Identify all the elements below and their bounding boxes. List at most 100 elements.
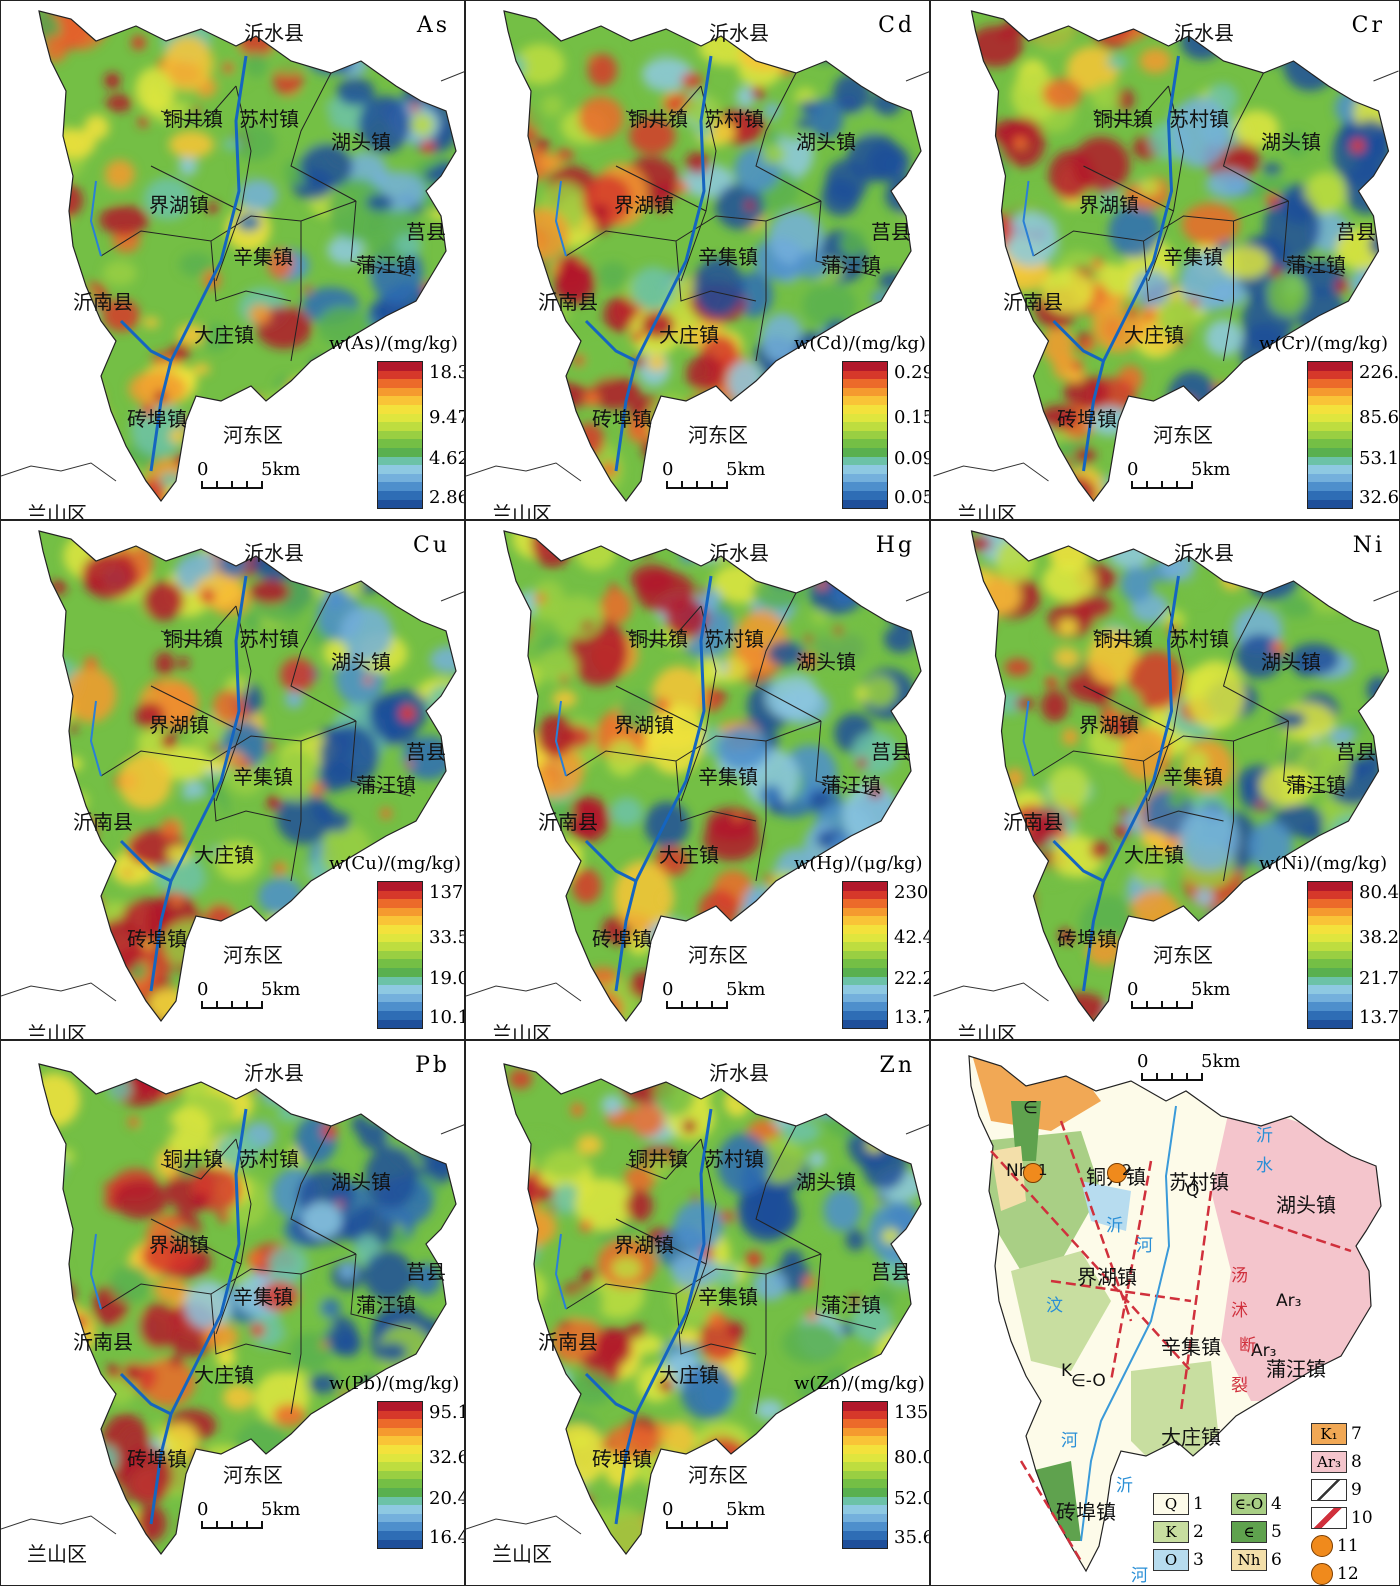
map-panel-as: 沂水县 铜井镇 苏村镇 湖头镇 界湖镇 莒县 辛集镇 蒲汪镇 沂南县 大庄镇 砖埠镇 河东区 兰山区 As… <box>0 0 465 520</box>
concentration-map <box>1 1063 464 1555</box>
place-label-puwang: 蒲汪镇 <box>821 773 881 797</box>
legend-value: 2.86 <box>429 487 464 508</box>
geology-legend-item: Nh 6 <box>1231 1549 1282 1571</box>
legend-swatch <box>1308 439 1352 448</box>
legend-unit: w(Cr)/(mg/kg) <box>1259 333 1389 354</box>
legend-swatch <box>843 1479 887 1488</box>
legend-swatch <box>378 1487 422 1497</box>
legend-value: 32.62 <box>1359 487 1400 508</box>
legend-swatch <box>1308 490 1352 500</box>
legend-swatch <box>1308 447 1352 457</box>
scale-length: 5km <box>1201 1051 1241 1072</box>
place-label-lanshan: 兰山区 <box>27 502 87 520</box>
scale-length: 5km <box>726 1499 766 1520</box>
scale-bar <box>666 993 728 1009</box>
geology-legend-number: 1 <box>1193 1494 1204 1514</box>
legend-swatch <box>843 490 887 500</box>
scale-zero: 0 <box>662 979 674 1000</box>
place-label-sucun: 苏村镇 <box>1169 627 1229 651</box>
legend-swatch <box>843 1010 887 1020</box>
legend-value: 135.76 <box>894 1402 929 1423</box>
element-label: Cd <box>878 13 915 38</box>
legend-swatch <box>843 976 887 986</box>
legend-swatch <box>378 924 422 934</box>
element-label: Zn <box>879 1053 915 1078</box>
geologic-unit-label: Ar₃ <box>1276 1291 1302 1311</box>
legend-swatch <box>843 942 887 951</box>
legend-swatch <box>378 1470 422 1480</box>
geologic-unit-label: ∈-O <box>1071 1371 1106 1391</box>
legend-swatch <box>1308 499 1352 509</box>
geologic-unit-label: K <box>1061 1361 1073 1381</box>
legend-swatch <box>1308 959 1352 968</box>
legend-swatch <box>1308 456 1352 466</box>
geology-legend-item: Ar₃ 8 <box>1311 1451 1362 1473</box>
legend-swatch <box>843 899 887 908</box>
place-label-hedong: 河东区 <box>688 943 748 967</box>
geology-legend-swatch: Ar₃ <box>1311 1451 1347 1473</box>
scale-length: 5km <box>261 1499 301 1520</box>
geology-legend-swatch: Q <box>1153 1493 1189 1515</box>
legend-swatch <box>378 439 422 448</box>
legend-value: 85.67 <box>1359 407 1400 428</box>
legend-swatch <box>843 924 887 934</box>
place-label-jiehu: 界湖镇 <box>614 193 674 217</box>
place-label-sucun: 苏村镇 <box>239 107 299 131</box>
color-legend <box>842 881 888 1030</box>
legend-value: 20.47 <box>429 1488 464 1509</box>
geologic-unit-label: ∈ <box>1023 1098 1038 1118</box>
geology-legend-number: 4 <box>1271 1494 1282 1514</box>
place-label-dazhuang: 大庄镇 <box>1161 1425 1221 1449</box>
legend-swatch <box>378 396 422 405</box>
legend-swatch <box>1308 413 1352 423</box>
place-label-yishui: 沂水县 <box>244 1061 304 1085</box>
legend-swatch <box>1308 976 1352 986</box>
place-label-zhuanbu: 砖埠镇 <box>127 927 187 951</box>
legend-swatch <box>843 413 887 423</box>
place-label-hedong: 河东区 <box>223 943 283 967</box>
legend-swatch <box>843 1453 887 1463</box>
place-label-puwang: 蒲汪镇 <box>356 253 416 277</box>
place-label-juxian: 莒县 <box>871 1260 911 1284</box>
legend-value: 80.42 <box>1359 882 1400 903</box>
legend-unit: w(Ni)/(mg/kg) <box>1259 853 1388 874</box>
geologic-unit-label: Q <box>1186 1181 1200 1201</box>
place-label-yinan: 沂南县 <box>1003 810 1063 834</box>
map-panel-cu: 沂水县 铜井镇 苏村镇 湖头镇 界湖镇 莒县 辛集镇 蒲汪镇 沂南县 大庄镇 砖埠镇 河东区 兰山区 Cu… <box>0 520 465 1040</box>
legend-swatch <box>843 473 887 483</box>
legend-swatch <box>378 985 422 994</box>
legend-swatch <box>1308 465 1352 474</box>
geology-legend-number: 2 <box>1193 1522 1204 1542</box>
legend-value: 10.14 <box>429 1007 464 1028</box>
place-label-lanshan: 兰山区 <box>957 1022 1017 1040</box>
legend-swatch <box>378 959 422 968</box>
legend-swatch <box>378 916 422 925</box>
scale-zero: 0 <box>662 1499 674 1520</box>
legend-swatch <box>378 1436 422 1445</box>
geology-legend-swatch <box>1311 1507 1347 1529</box>
geology-legend-item: 11 <box>1311 1535 1359 1557</box>
geology-legend-item: 12 <box>1311 1563 1359 1585</box>
legend-swatch <box>378 430 422 440</box>
geologic-unit-label: Ar₃ <box>1251 1341 1277 1361</box>
place-label-puwang: 蒲汪镇 <box>356 773 416 797</box>
place-label-hutou: 湖头镇 <box>1276 1193 1336 1217</box>
scale-length: 5km <box>261 979 301 1000</box>
geology-legend-number: 9 <box>1351 1480 1362 1500</box>
legend-swatch <box>378 933 422 943</box>
river-label: 河 <box>1131 1566 1148 1586</box>
scale-length: 5km <box>1191 459 1231 480</box>
legend-swatch <box>843 422 887 431</box>
legend-swatch <box>1308 950 1352 960</box>
river-label: 沂 <box>1116 1476 1133 1496</box>
place-label-juxian: 莒县 <box>1336 740 1376 764</box>
place-label-yishui: 沂水县 <box>709 21 769 45</box>
place-label-yishui: 沂水县 <box>1174 21 1234 45</box>
legend-swatch <box>1308 1019 1352 1029</box>
place-label-dazhuang: 大庄镇 <box>1124 843 1184 867</box>
place-label-zhuanbu: 砖埠镇 <box>1057 407 1117 431</box>
legend-swatch <box>378 1002 422 1011</box>
legend-swatch <box>378 362 422 371</box>
place-label-hutou: 湖头镇 <box>796 650 856 674</box>
legend-swatch <box>843 1496 887 1506</box>
